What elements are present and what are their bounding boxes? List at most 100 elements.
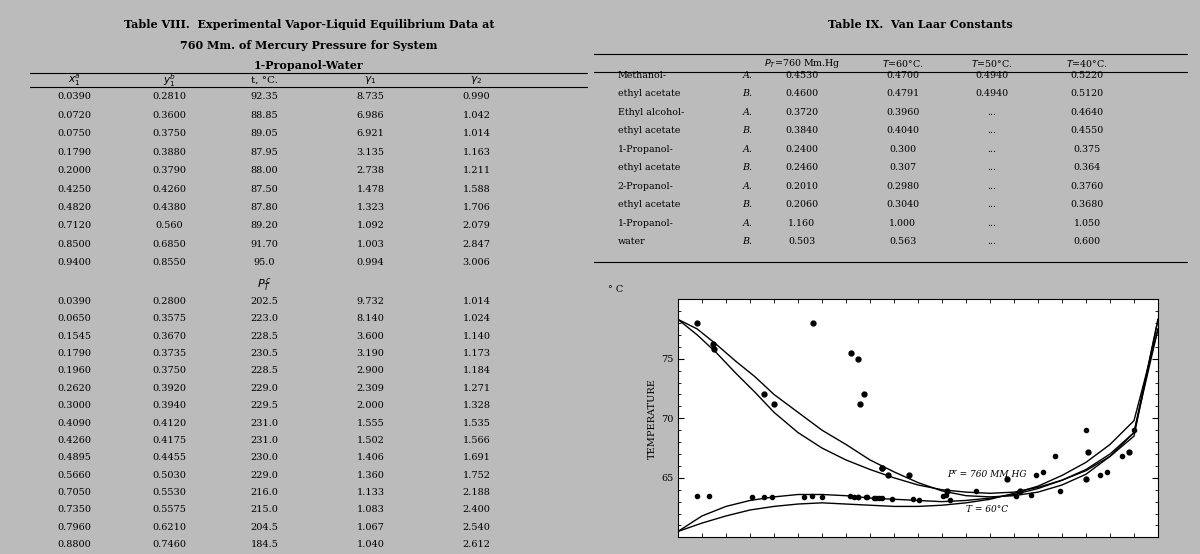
Text: 229.5: 229.5 [251,401,278,410]
Text: 0.4600: 0.4600 [785,89,818,98]
Text: B.: B. [743,237,752,245]
Text: 231.0: 231.0 [251,436,278,445]
Text: 1.003: 1.003 [356,240,384,249]
Text: 3.600: 3.600 [356,332,384,341]
Text: 0.3750: 0.3750 [152,366,186,376]
Text: A.: A. [743,219,752,228]
Text: 9.732: 9.732 [356,297,384,306]
Text: 0.375: 0.375 [1073,145,1100,154]
Text: 1.067: 1.067 [356,523,384,532]
Text: 3.135: 3.135 [356,147,384,157]
Text: 87.95: 87.95 [251,147,278,157]
Text: 1.050: 1.050 [1074,219,1100,228]
Text: ...: ... [988,108,996,117]
Text: 0.0390: 0.0390 [58,93,91,101]
Text: 0.307: 0.307 [889,163,917,172]
Text: ...: ... [988,126,996,135]
Text: ° C: ° C [608,285,623,294]
Text: 0.4940: 0.4940 [976,89,1008,98]
Text: 1-Propanol-Water: 1-Propanol-Water [254,60,364,71]
Text: 0.7120: 0.7120 [58,222,91,230]
Text: 0.3960: 0.3960 [886,108,919,117]
Text: 0.4260: 0.4260 [58,436,91,445]
Text: 8.140: 8.140 [356,314,384,324]
Text: 0.994: 0.994 [356,258,384,268]
Text: 0.2060: 0.2060 [785,200,818,209]
Text: ethyl acetate: ethyl acetate [618,89,680,98]
Text: Ethyl alcohol-: Ethyl alcohol- [618,108,684,117]
Text: 88.85: 88.85 [251,111,278,120]
Text: 0.1790: 0.1790 [58,349,91,358]
Text: A.: A. [743,145,752,154]
Text: 1.140: 1.140 [462,332,491,341]
Text: Pᵀ = 760 MM HG: Pᵀ = 760 MM HG [947,470,1026,479]
Text: 88.00: 88.00 [251,166,278,175]
Text: 6.986: 6.986 [356,111,384,120]
Text: 87.80: 87.80 [251,203,278,212]
Text: 0.5575: 0.5575 [152,505,186,515]
Text: B.: B. [743,89,752,98]
Text: 1-Propanol-: 1-Propanol- [618,219,673,228]
Text: $x_1^a$: $x_1^a$ [68,73,82,88]
Text: T = 60°C: T = 60°C [966,505,1008,515]
Text: 0.6850: 0.6850 [152,240,186,249]
Text: $P_T$=760 Mm.Hg: $P_T$=760 Mm.Hg [763,57,840,70]
Text: 1.092: 1.092 [356,222,384,230]
Text: 1.083: 1.083 [356,505,384,515]
Text: 1.328: 1.328 [462,401,491,410]
Text: 760 Mm. of Mercury Pressure for System: 760 Mm. of Mercury Pressure for System [180,40,438,51]
Text: 0.0750: 0.0750 [58,129,91,138]
Text: 1-Propanol-: 1-Propanol- [618,145,673,154]
Text: 0.3760: 0.3760 [1070,182,1104,191]
Text: 1.160: 1.160 [788,219,816,228]
Text: ...: ... [988,182,996,191]
Text: 202.5: 202.5 [251,297,278,306]
Text: 0.5120: 0.5120 [1070,89,1104,98]
Text: 0.3735: 0.3735 [152,349,186,358]
Text: 2.309: 2.309 [356,384,384,393]
Text: 0.2800: 0.2800 [152,297,186,306]
Text: 1.752: 1.752 [462,471,491,480]
Text: 0.4455: 0.4455 [152,453,186,462]
Text: 0.4820: 0.4820 [58,203,91,212]
Text: 0.4040: 0.4040 [887,126,919,135]
Text: 1.323: 1.323 [356,203,384,212]
Text: 0.3000: 0.3000 [58,401,91,410]
Text: 0.3575: 0.3575 [152,314,186,324]
Text: 2.079: 2.079 [462,222,491,230]
Text: 0.4120: 0.4120 [152,418,186,428]
Text: ...: ... [988,200,996,209]
Text: 0.2980: 0.2980 [887,182,919,191]
Text: 0.2000: 0.2000 [58,166,91,175]
Text: A.: A. [743,108,752,117]
Text: 2.540: 2.540 [462,523,491,532]
Text: 0.6210: 0.6210 [152,523,186,532]
Text: 0.7460: 0.7460 [152,540,186,549]
Text: ...: ... [988,163,996,172]
Text: Table VIII.  Experimental Vapor-Liquid Equilibrium Data at: Table VIII. Experimental Vapor-Liquid Eq… [124,19,494,30]
Text: 1.184: 1.184 [462,366,491,376]
Text: 0.3940: 0.3940 [152,401,186,410]
Text: 0.8500: 0.8500 [58,240,91,249]
Text: 0.4090: 0.4090 [58,418,91,428]
Text: 2.188: 2.188 [462,488,491,497]
Text: $T$=40°C.: $T$=40°C. [1066,58,1108,69]
Text: 8.735: 8.735 [356,93,384,101]
Text: $T$=50°C.: $T$=50°C. [971,58,1013,69]
Text: 215.0: 215.0 [251,505,278,515]
Text: 1.040: 1.040 [356,540,384,549]
Text: 0.5030: 0.5030 [152,471,186,480]
Text: 1.555: 1.555 [356,418,384,428]
Text: B.: B. [743,126,752,135]
Text: 2.400: 2.400 [462,505,491,515]
Text: 0.9400: 0.9400 [58,258,91,268]
Text: 0.3920: 0.3920 [152,384,186,393]
Text: 0.503: 0.503 [788,237,816,245]
Text: 3.190: 3.190 [356,349,384,358]
Text: 0.4250: 0.4250 [58,184,91,193]
Text: 0.5660: 0.5660 [58,471,91,480]
Text: 0.7960: 0.7960 [58,523,91,532]
Text: 0.7050: 0.7050 [58,488,91,497]
Text: 1.588: 1.588 [462,184,491,193]
Text: 0.4175: 0.4175 [152,436,186,445]
